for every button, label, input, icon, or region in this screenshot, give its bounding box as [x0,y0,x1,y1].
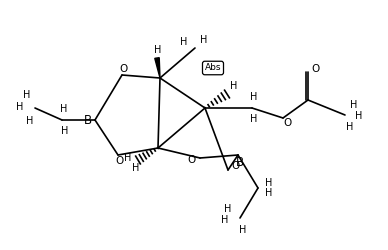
Text: B: B [236,156,244,170]
Polygon shape [155,58,160,78]
Text: Abs: Abs [205,64,221,72]
Text: H: H [355,111,363,121]
Text: H: H [124,153,132,163]
Text: O: O [188,155,196,165]
Text: H: H [132,163,140,173]
Text: H: H [61,126,69,136]
Text: H: H [200,35,208,45]
Text: O: O [119,64,127,74]
Text: O: O [231,161,239,171]
Text: H: H [224,204,232,214]
Text: H: H [250,114,258,124]
Text: H: H [180,37,188,47]
Text: H: H [16,102,24,112]
Text: H: H [346,122,354,132]
Text: O: O [115,156,123,166]
Text: H: H [250,92,258,102]
Text: H: H [239,225,247,235]
Text: H: H [265,188,273,198]
Text: H: H [350,100,358,110]
Text: H: H [221,215,229,225]
Text: B: B [84,114,92,126]
Text: H: H [230,81,238,91]
Text: O: O [311,64,319,74]
Text: H: H [60,104,68,114]
Text: H: H [26,116,34,126]
Text: H: H [23,90,31,100]
Text: H: H [265,178,273,188]
Text: O: O [284,118,292,128]
Text: H: H [154,45,162,55]
